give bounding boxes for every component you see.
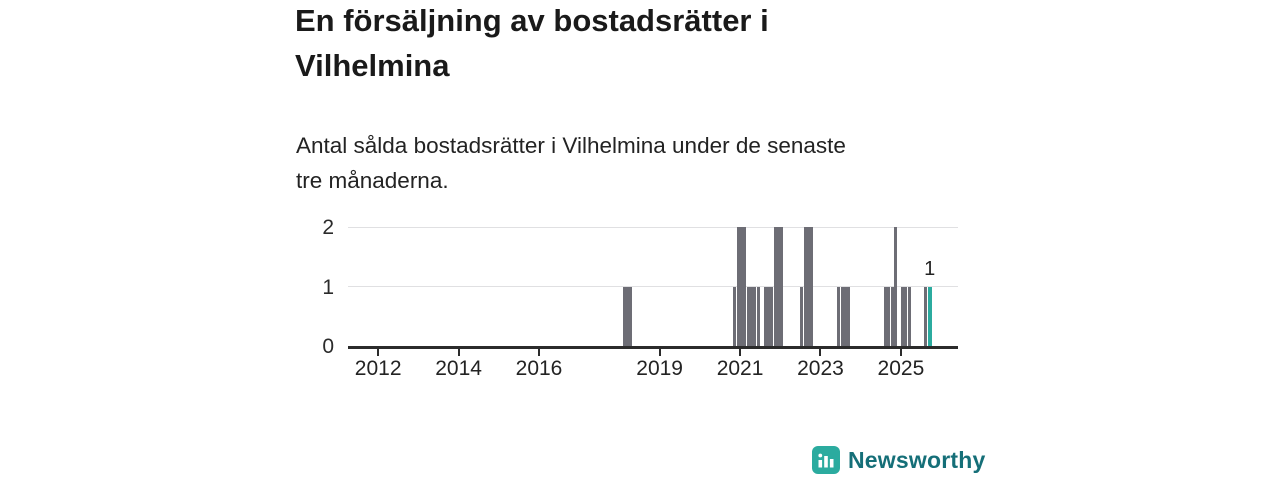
x-axis-tick [739, 349, 742, 356]
x-axis-tick-label: 2025 [877, 357, 925, 380]
chart-bar [776, 227, 780, 346]
title-line-1: En försäljning av bostadsrätter i [295, 3, 769, 38]
chart-bar [746, 286, 750, 346]
chart-bar [924, 286, 928, 346]
x-axis-tick-label: 2012 [354, 357, 402, 380]
x-axis-tick-label: 2021 [716, 357, 764, 380]
y-axis-tick-label: 2 [322, 216, 334, 239]
chart-bar [843, 286, 847, 346]
chart-bar [629, 286, 633, 346]
x-axis-tick-label: 2023 [797, 357, 844, 380]
bar-chart-icon [812, 446, 840, 474]
chart-subtitle: Antal sålda bostadsrätter i Vilhelmina u… [296, 128, 976, 198]
chart-bar [800, 286, 804, 346]
chart-bar [736, 227, 740, 346]
chart-bar [887, 286, 891, 346]
chart-bar [840, 286, 844, 346]
chart-bar [810, 227, 814, 346]
chart-bar [750, 286, 754, 346]
chart-bar-highlighted [927, 286, 932, 346]
chart-bar [770, 286, 774, 346]
x-axis-tick [538, 349, 540, 356]
newsworthy-logo: Newsworthy [812, 445, 985, 475]
chart-bar [894, 227, 898, 346]
chart-bar [837, 286, 841, 346]
x-axis-tick-label: 2014 [435, 357, 482, 380]
chart-bar [622, 286, 626, 346]
chart-bar [803, 227, 807, 346]
gridline-y1 [348, 286, 958, 287]
chart-bar [753, 286, 757, 346]
chart-bar [733, 286, 737, 346]
x-axis-tick [377, 349, 380, 356]
chart-bar [847, 286, 851, 346]
chart-bar [907, 286, 911, 346]
x-axis-tick [457, 349, 460, 356]
chart-bar [766, 286, 770, 346]
bar-value-label: 1 [924, 257, 936, 280]
chart-bar [900, 286, 904, 346]
y-axis-tick-label: 0 [322, 335, 334, 358]
chart-bar [773, 227, 777, 346]
y-axis-tick-label: 1 [322, 275, 334, 299]
x-axis-line [348, 346, 958, 349]
chart-bar [626, 286, 630, 346]
x-axis-tick [819, 349, 822, 356]
chart-bar [884, 286, 888, 346]
title-line-2: Vilhelmina [295, 48, 450, 83]
subtitle-line-2: tre månaderna. [296, 168, 449, 193]
subtitle-line-1: Antal sålda bostadsrätter i Vilhelmina u… [296, 133, 846, 158]
chart-bar [743, 227, 747, 346]
chart-bar [904, 286, 908, 346]
chart-bar [890, 286, 894, 346]
chart-bar [756, 286, 760, 346]
x-axis-tick [899, 349, 902, 356]
chart-bar [763, 286, 767, 346]
newsworthy-wordmark: Newsworthy [848, 446, 986, 473]
page-title: En försäljning av bostadsrätter i Vilhel… [295, 0, 935, 88]
chart-bar [807, 227, 811, 346]
gridline-y2 [348, 226, 958, 228]
x-axis-tick-label: 2019 [636, 357, 683, 380]
x-axis-tick-label: 2016 [515, 357, 563, 380]
chart-bar [740, 227, 744, 346]
chart-bar [780, 227, 784, 346]
x-axis-tick [658, 349, 661, 356]
